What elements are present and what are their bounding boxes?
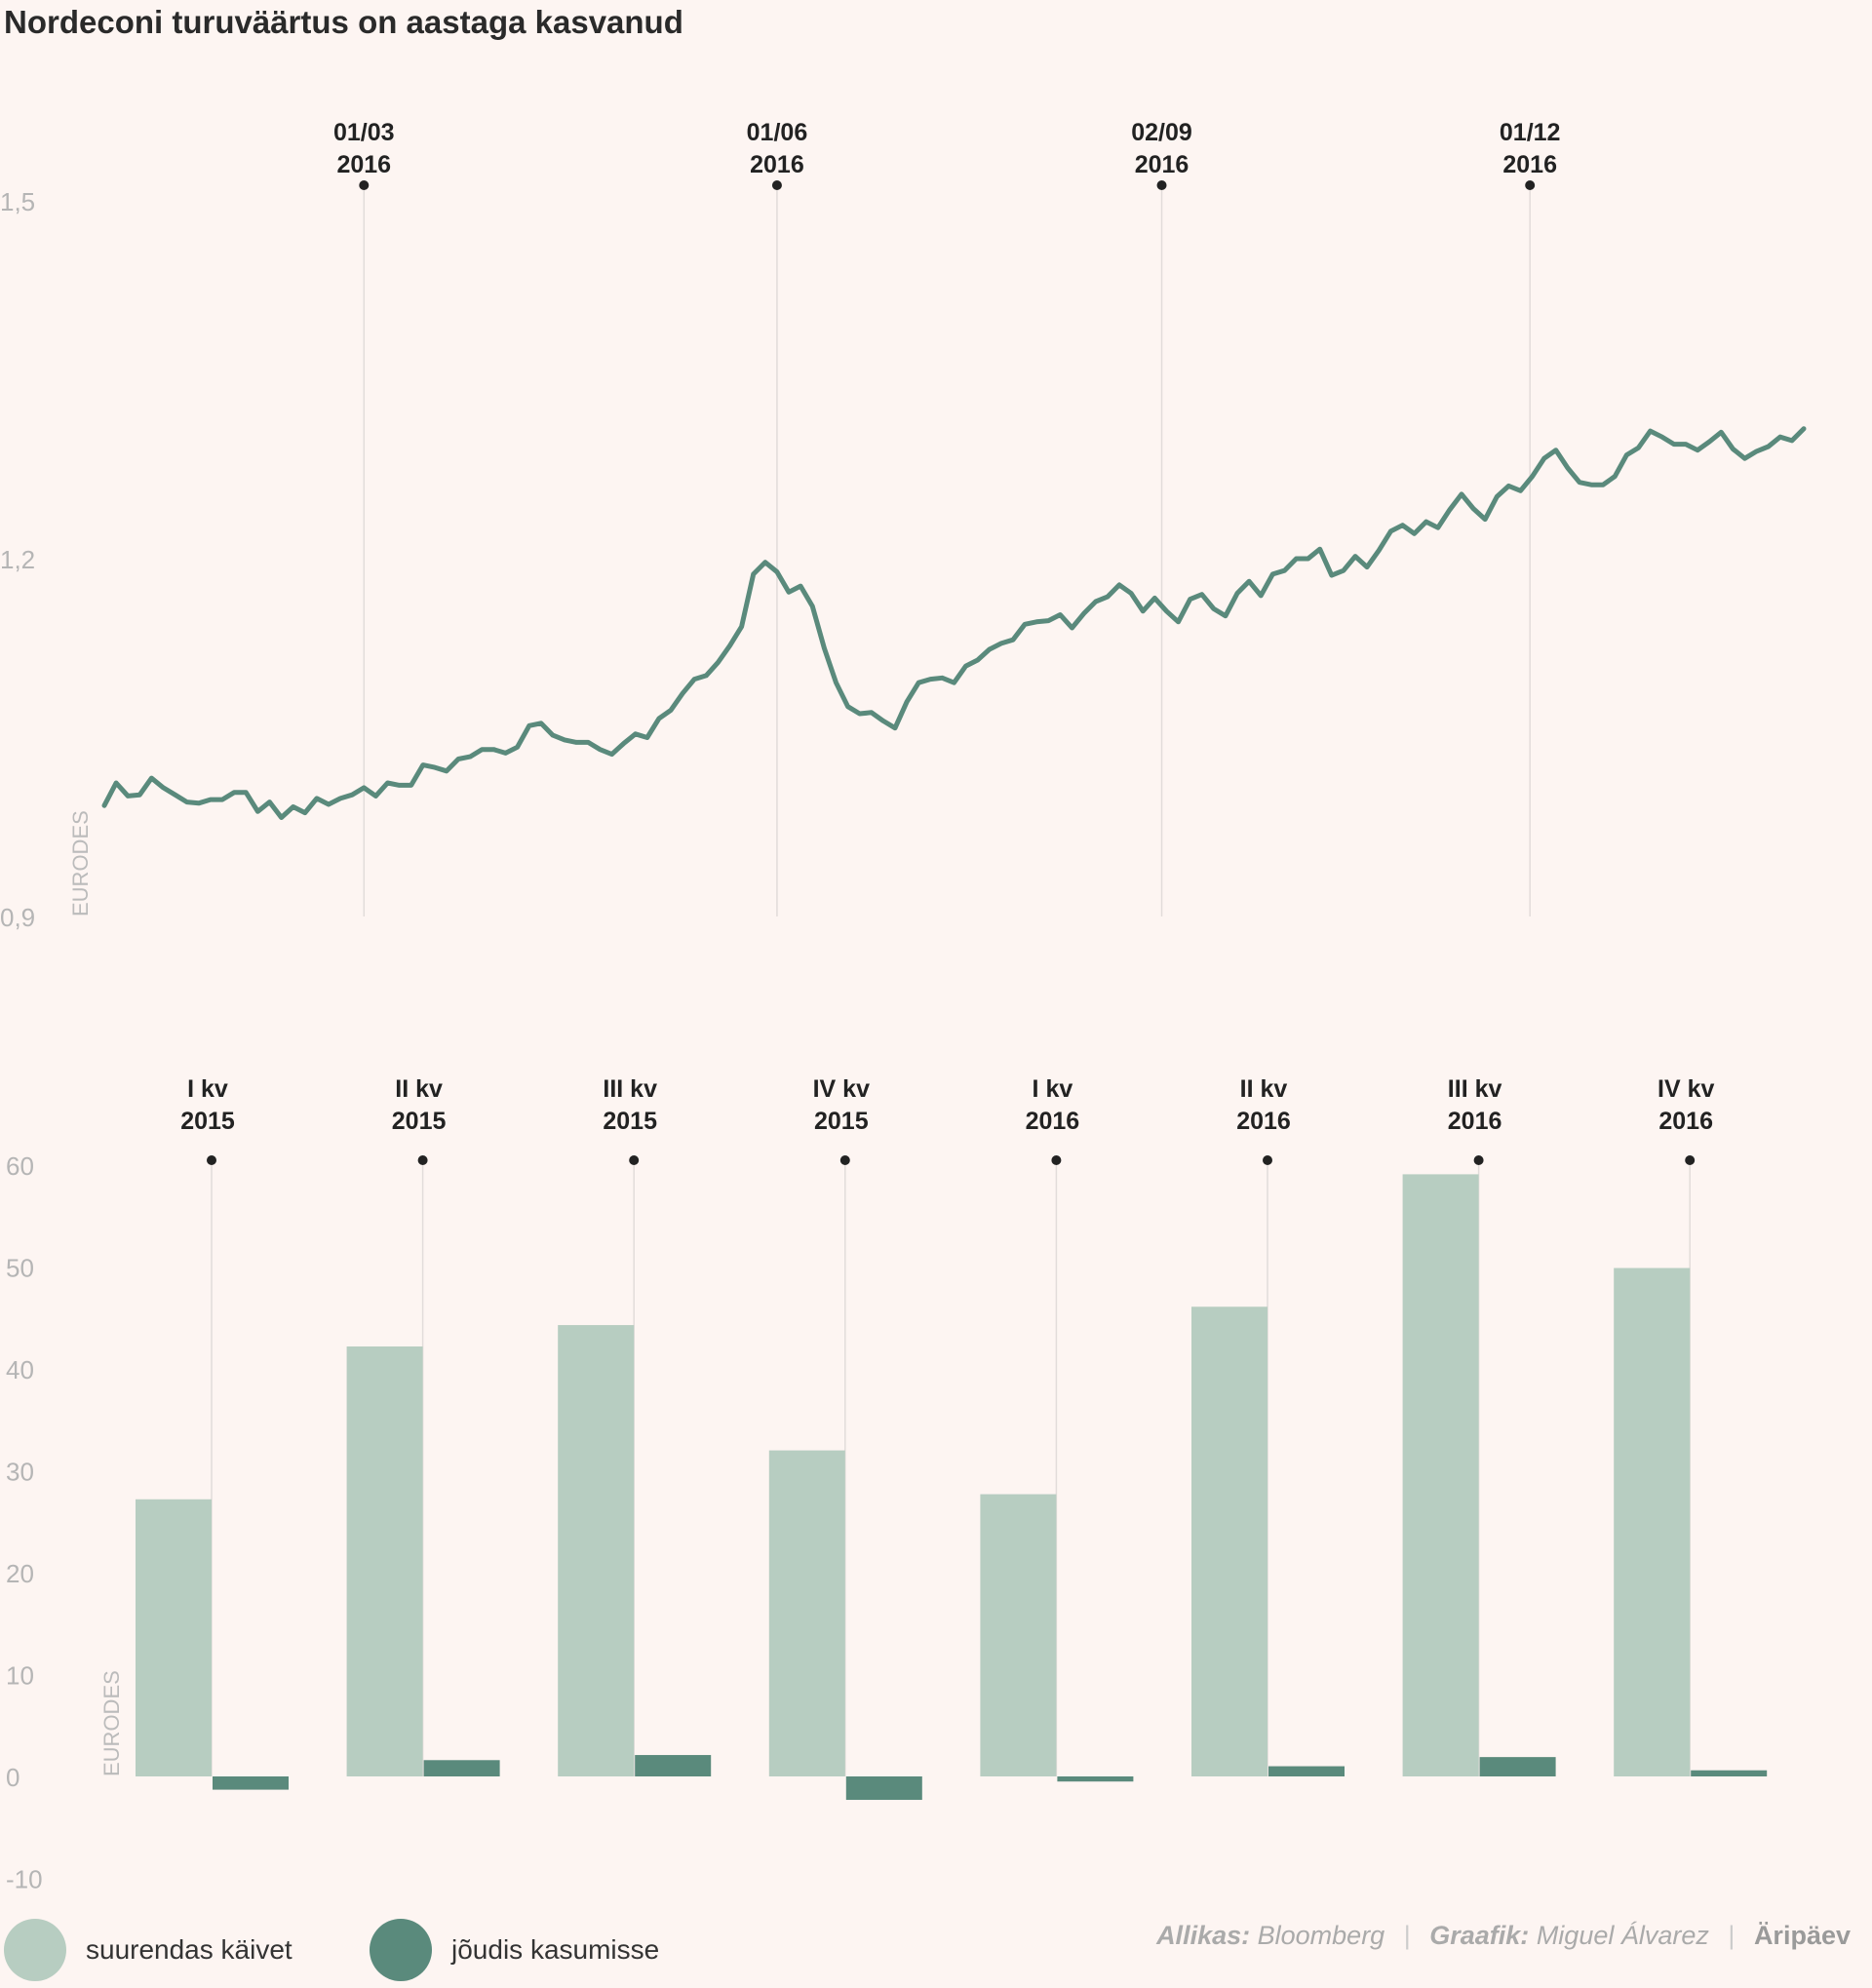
quarter-year-label: 2015 — [814, 1108, 869, 1135]
y-tick-label: 50 — [6, 1254, 34, 1283]
bar-turnover — [980, 1494, 1057, 1776]
quarter-dot — [839, 1155, 850, 1165]
y-tick-label: 0,9 — [0, 903, 35, 932]
bar-profit — [1268, 1766, 1345, 1776]
quarter-year-label: 2015 — [603, 1108, 657, 1135]
event-year-label: 2016 — [1502, 151, 1557, 178]
quarter-dot — [1263, 1155, 1272, 1165]
bar-turnover — [768, 1450, 845, 1776]
event-year-label: 2016 — [1135, 151, 1190, 178]
legend-item-profit: jõudis kasumisse — [370, 1919, 659, 1981]
event-date-label: 01/06 — [747, 119, 808, 146]
y-tick-label: 40 — [6, 1355, 34, 1384]
event-year-label: 2016 — [750, 151, 804, 178]
y-tick-label: 0 — [6, 1763, 20, 1792]
quarter-dot — [629, 1155, 640, 1165]
bar-profit — [1691, 1770, 1768, 1776]
y-tick-label: 1,2 — [0, 545, 35, 574]
event-date-label: 01/03 — [333, 119, 395, 146]
quarter-label: II kv — [395, 1075, 443, 1103]
quarter-label: IV kv — [813, 1075, 870, 1103]
bar-profit — [1057, 1776, 1134, 1782]
bar-turnover — [1191, 1306, 1268, 1776]
bar-profit — [1479, 1757, 1556, 1776]
y-tick-label: 10 — [6, 1661, 34, 1691]
y-tick-label: 60 — [6, 1151, 34, 1181]
chart-title: Nordeconi turuväärtus on aastaga kasvanu… — [4, 4, 683, 40]
bar-profit — [213, 1776, 289, 1790]
quarter-label: I kv — [1033, 1075, 1073, 1103]
legend-swatch-turnover — [4, 1919, 66, 1981]
quarter-label: II kv — [1240, 1075, 1288, 1103]
y-tick-label: 1,5 — [0, 187, 35, 216]
quarter-year-label: 2016 — [1236, 1108, 1291, 1135]
bar-turnover — [136, 1499, 212, 1776]
y-axis-label: EURODES — [68, 810, 93, 916]
legend-item-turnover: suurendas käivet — [4, 1919, 292, 1981]
source-label: Allikas: — [1156, 1921, 1251, 1950]
quarter-dot — [1051, 1155, 1062, 1165]
legend-label-profit: jõudis kasumisse — [451, 1934, 660, 1965]
brand-logo: Äripäev — [1753, 1921, 1851, 1950]
source-value: Bloomberg — [1257, 1921, 1385, 1950]
event-date-label: 01/12 — [1500, 119, 1561, 146]
quarter-label: IV kv — [1658, 1075, 1714, 1103]
bar-turnover — [1614, 1267, 1691, 1776]
quarter-year-label: 2015 — [392, 1108, 447, 1135]
credits: Allikas: Bloomberg | Graafik: Miguel Álv… — [1156, 1921, 1851, 1951]
quarter-dot — [207, 1155, 216, 1165]
share-price-line — [101, 426, 1807, 820]
event-dot — [1156, 180, 1167, 190]
legend-label-turnover: suurendas käivet — [86, 1934, 292, 1965]
bar-profit — [635, 1755, 712, 1776]
graphic-value: Miguel Álvarez — [1536, 1921, 1709, 1950]
quarter-dot — [1473, 1155, 1484, 1165]
graphic-label: Graafik: — [1429, 1921, 1530, 1950]
quarter-year-label: 2015 — [180, 1108, 235, 1135]
quarter-dot — [1685, 1155, 1696, 1165]
y-axis-label: EURODES — [99, 1670, 124, 1776]
bar-turnover — [558, 1325, 635, 1776]
y-tick-label: -10 — [6, 1865, 43, 1894]
event-date-label: 02/09 — [1131, 119, 1192, 146]
bar-turnover — [346, 1346, 423, 1776]
quarter-year-label: 2016 — [1026, 1108, 1080, 1135]
quarter-label: I kv — [187, 1075, 228, 1103]
legend-swatch-profit — [370, 1919, 432, 1981]
quarter-dot — [417, 1155, 428, 1165]
y-tick-label: 30 — [6, 1458, 34, 1487]
bar-profit — [845, 1776, 922, 1801]
y-tick-label: 20 — [6, 1559, 34, 1588]
credits-divider: | — [1403, 1921, 1411, 1950]
event-dot — [771, 180, 782, 190]
quarter-label: III kv — [1448, 1075, 1502, 1103]
quarter-year-label: 2016 — [1448, 1108, 1502, 1135]
event-year-label: 2016 — [336, 151, 391, 178]
quarter-year-label: 2016 — [1658, 1108, 1713, 1135]
quarter-label: III kv — [603, 1075, 657, 1103]
bar-profit — [423, 1760, 500, 1776]
event-dot — [1525, 180, 1536, 190]
bar-turnover — [1402, 1174, 1479, 1776]
credits-divider: | — [1728, 1921, 1736, 1950]
event-dot — [359, 180, 370, 190]
